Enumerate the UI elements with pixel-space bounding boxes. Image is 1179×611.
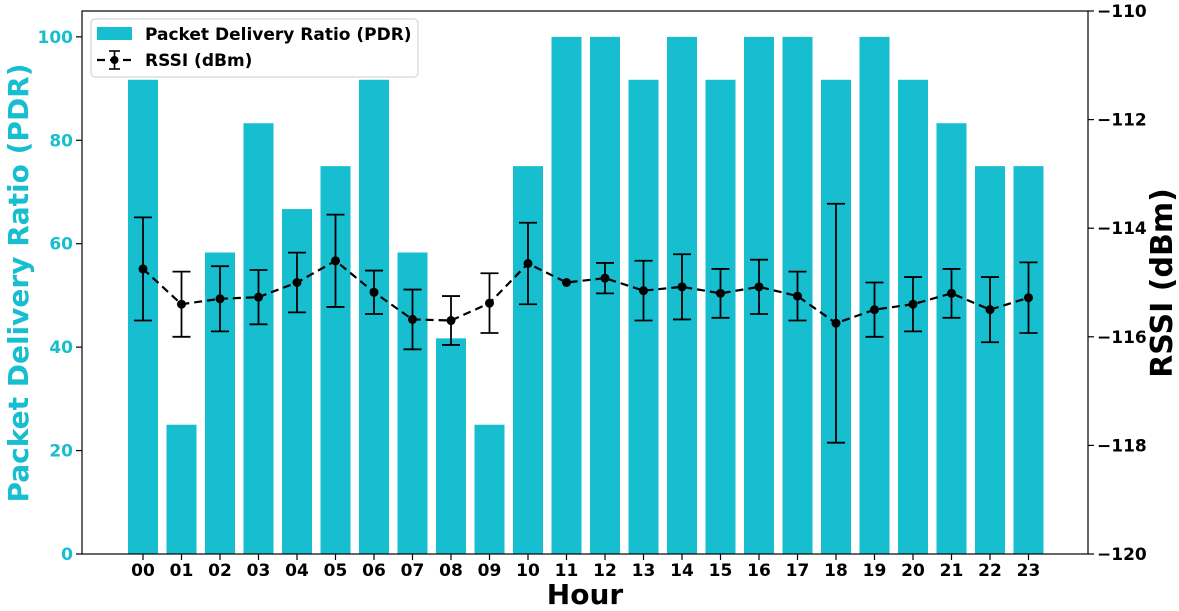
legend-pdr-label: Packet Delivery Ratio (PDR) <box>145 25 412 45</box>
x-tick-label-12: 12 <box>593 561 617 581</box>
x-tick-label-16: 16 <box>747 561 771 581</box>
x-axis-title: Hour <box>547 578 624 611</box>
right-y-tick-label--120: −120 <box>1097 545 1147 565</box>
pdr-bar-11 <box>551 36 582 555</box>
plot-frame <box>81 10 1089 555</box>
rssi-point-20 <box>908 299 918 309</box>
x-tick-label-08: 08 <box>439 561 463 581</box>
x-tick-label-21: 21 <box>940 561 964 581</box>
pdr-bar-21 <box>936 123 967 554</box>
x-tick-label-15: 15 <box>709 561 733 581</box>
right-y-tick-label--114: −114 <box>1097 219 1147 239</box>
rssi-point-03 <box>254 292 263 302</box>
left-y-axis: 0 20 40 60 80 100 <box>38 28 82 565</box>
rssi-point-22 <box>985 305 995 315</box>
pdr-bar-22 <box>975 166 1005 554</box>
rssi-point-01 <box>177 299 186 309</box>
x-tick-label-09: 09 <box>478 561 502 581</box>
rssi-point-17 <box>793 291 802 301</box>
left-y-tick-label-100: 100 <box>38 28 74 48</box>
x-tick-label-07: 07 <box>401 561 425 581</box>
rssi-point-15 <box>716 288 725 298</box>
left-y-tick-label-80: 80 <box>49 131 73 151</box>
rssi-point-11 <box>562 278 571 287</box>
legend-rssi-label: RSSI (dBm) <box>145 51 252 71</box>
rssi-point-04 <box>292 278 302 287</box>
rssi-point-00 <box>138 264 148 274</box>
right-y-axis: −120 −118 −116 −114 −112 −110 <box>1088 2 1147 565</box>
x-tick-label-04: 04 <box>285 561 309 581</box>
rssi-point-10 <box>523 258 533 268</box>
rssi-point-13 <box>639 286 648 296</box>
right-y-tick-label--116: −116 <box>1097 328 1147 348</box>
left-y-tick-label-40: 40 <box>49 338 73 358</box>
rssi-point-09 <box>485 298 494 308</box>
rssi-point-06 <box>369 287 379 297</box>
x-tick-label-00: 00 <box>131 561 155 581</box>
x-tick-label-10: 10 <box>516 561 540 581</box>
legend: Packet Delivery Ratio (PDR) RSSI (dBm) <box>90 18 419 78</box>
rssi-point-21 <box>947 288 956 298</box>
legend-box <box>90 18 419 78</box>
x-tick-label-03: 03 <box>247 561 271 581</box>
x-tick-label-05: 05 <box>324 561 348 581</box>
rssi-points <box>138 256 1033 328</box>
rssi-point-05 <box>331 256 340 266</box>
pdr-bar-06 <box>359 79 389 554</box>
rssi-point-18 <box>831 318 841 328</box>
x-tick-label-22: 22 <box>978 561 1002 581</box>
left-y-tick-label-0: 0 <box>61 545 73 565</box>
pdr-bar-01 <box>166 424 197 554</box>
pdr-bar-08 <box>436 338 466 554</box>
rssi-point-19 <box>870 305 879 315</box>
rssi-point-07 <box>408 314 417 324</box>
pdr-bars <box>128 36 1044 555</box>
rssi-point-02 <box>215 294 225 304</box>
left-y-tick-label-60: 60 <box>49 235 73 255</box>
x-tick-label-23: 23 <box>1017 561 1041 581</box>
x-tick-label-14: 14 <box>670 561 694 581</box>
pdr-bar-03 <box>243 123 274 554</box>
right-y-axis-title: RSSI (dBm) <box>1145 188 1179 378</box>
rssi-point-16 <box>754 282 764 292</box>
x-tick-label-17: 17 <box>786 561 810 581</box>
right-y-tick-label--110: −110 <box>1097 2 1147 22</box>
left-y-axis-title: Packet Delivery Ratio (PDR) <box>2 63 35 502</box>
x-tick-label-11: 11 <box>555 561 579 581</box>
rssi-point-08 <box>446 316 456 326</box>
right-y-tick-label--112: −112 <box>1097 111 1147 131</box>
legend-rssi-swatch <box>97 50 132 70</box>
rssi-point-14 <box>677 282 687 292</box>
right-y-tick-label--118: −118 <box>1097 436 1147 456</box>
x-tick-label-20: 20 <box>901 561 925 581</box>
x-tick-label-01: 01 <box>170 561 194 581</box>
pdr-bar-23 <box>1013 166 1044 554</box>
rssi-point-23 <box>1024 293 1033 303</box>
x-axis: 00 01 02 03 04 05 06 07 08 09 10 11 12 13 14 15 16 17 18 19… <box>131 554 1040 581</box>
x-tick-label-18: 18 <box>824 561 848 581</box>
rssi-line <box>142 259 1029 325</box>
rssi-point-12 <box>600 273 610 283</box>
left-y-tick-label-20: 20 <box>49 442 73 462</box>
pdr-bar-09 <box>474 424 505 554</box>
x-tick-label-13: 13 <box>632 561 656 581</box>
legend-bar-swatch <box>97 27 132 40</box>
pdr-bar-12 <box>590 36 620 555</box>
x-tick-label-02: 02 <box>208 561 232 581</box>
x-tick-label-06: 06 <box>362 561 386 581</box>
x-tick-label-19: 19 <box>863 561 887 581</box>
